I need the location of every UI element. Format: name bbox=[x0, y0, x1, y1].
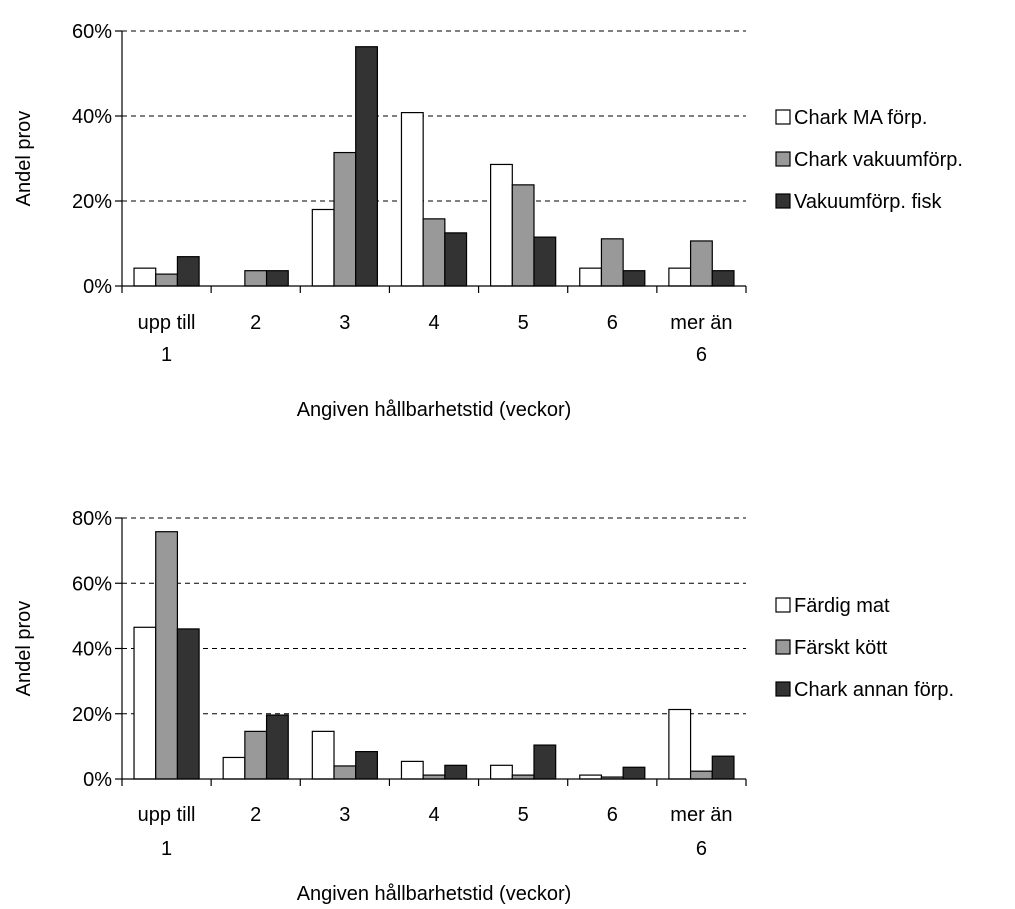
bar-2 bbox=[333, 765, 357, 780]
y-tick-label: 20% bbox=[72, 704, 112, 726]
x-tick-label: 1 bbox=[161, 838, 172, 860]
legend-label: Vakuumförp. fisk bbox=[794, 191, 942, 213]
bar-3 bbox=[265, 270, 289, 287]
x-tick-label: 3 bbox=[339, 804, 350, 826]
x-tick-label: upp till bbox=[138, 804, 196, 826]
bar-2 bbox=[511, 184, 535, 287]
x-tick-label: 5 bbox=[518, 312, 529, 334]
bar-3 bbox=[444, 232, 468, 287]
legend-label: Färdig mat bbox=[794, 595, 890, 617]
bar-3 bbox=[176, 256, 200, 287]
x-tick-label: 2 bbox=[250, 312, 261, 334]
bar-2 bbox=[244, 730, 268, 780]
bar-1 bbox=[579, 267, 603, 287]
bar-1 bbox=[490, 764, 513, 780]
bar-2 bbox=[333, 151, 357, 287]
x-tick-label: mer än bbox=[670, 804, 732, 826]
x-tick-label: 6 bbox=[607, 312, 618, 334]
legend-swatch bbox=[775, 109, 791, 125]
chart-bottom: 0% 20% 40% 60% 80% upp till 1 2 3 4 5 6 mer än 6 Angiv… bbox=[13, 508, 954, 905]
bar-2 bbox=[689, 770, 713, 780]
legend-label: Chark MA förp. bbox=[794, 107, 927, 129]
x-tick-label: 4 bbox=[428, 804, 439, 826]
legend-swatch bbox=[775, 597, 791, 613]
bar-2 bbox=[155, 273, 179, 287]
bar-3 bbox=[622, 270, 646, 287]
y-tick-label: 60% bbox=[72, 21, 112, 43]
bar-2 bbox=[600, 238, 624, 287]
x-tick-label: upp till bbox=[138, 312, 196, 334]
bar-1 bbox=[490, 163, 513, 287]
chart-top: 0% 20% 40% 60% upp till 1 2 3 4 5 6 mer än 6 Angiven … bbox=[13, 21, 963, 421]
bar-1 bbox=[133, 267, 157, 287]
bar-3 bbox=[622, 766, 646, 780]
x-tick-label: 6 bbox=[607, 804, 618, 826]
bar-1 bbox=[311, 730, 335, 780]
y-tick-label: 20% bbox=[72, 191, 112, 213]
y-tick-label: 40% bbox=[72, 106, 112, 128]
bar-3 bbox=[355, 750, 378, 780]
x-tick-label: mer än bbox=[670, 312, 732, 334]
bar-3 bbox=[444, 764, 468, 780]
bar-2 bbox=[689, 240, 713, 287]
bar-1 bbox=[133, 626, 157, 780]
x-tick-label: 3 bbox=[339, 312, 350, 334]
y-tick-label: 0% bbox=[83, 769, 112, 791]
bar-3 bbox=[533, 236, 557, 287]
x-axis-title: Angiven hållbarhetstid (veckor) bbox=[297, 399, 572, 421]
bar-3 bbox=[265, 714, 289, 780]
bar-2 bbox=[244, 270, 268, 287]
x-tick-label: 4 bbox=[428, 312, 439, 334]
legend-swatch bbox=[775, 681, 791, 697]
bar-1 bbox=[311, 208, 335, 287]
bar-2 bbox=[155, 531, 179, 780]
legend-label: Chark annan förp. bbox=[794, 679, 954, 701]
bar-1 bbox=[668, 708, 692, 780]
bar-3 bbox=[533, 744, 557, 780]
y-axis-title: Andel prov bbox=[13, 601, 35, 697]
x-tick-label: 2 bbox=[250, 804, 261, 826]
x-tick-label: 6 bbox=[696, 344, 707, 366]
y-tick-label: 60% bbox=[72, 573, 112, 595]
legend-swatch bbox=[775, 193, 791, 209]
legend-label: Färskt kött bbox=[794, 637, 888, 659]
legend-swatch bbox=[775, 151, 791, 167]
legend-label: Chark vakuumförp. bbox=[794, 149, 963, 171]
legend-swatch bbox=[775, 639, 791, 655]
bar-3 bbox=[176, 628, 200, 780]
bar-2 bbox=[422, 218, 446, 287]
bar-1 bbox=[222, 756, 246, 780]
y-tick-label: 40% bbox=[72, 639, 112, 661]
bar-1 bbox=[668, 267, 692, 287]
x-tick-label: 5 bbox=[518, 804, 529, 826]
y-tick-label: 80% bbox=[72, 508, 112, 530]
bar-1 bbox=[400, 760, 424, 780]
x-axis-title: Angiven hållbarhetstid (veckor) bbox=[297, 883, 572, 905]
y-tick-label: 0% bbox=[83, 276, 112, 298]
x-tick-label: 6 bbox=[696, 838, 707, 860]
bar-3 bbox=[711, 755, 735, 780]
x-tick-label: 1 bbox=[161, 344, 172, 366]
bar-3 bbox=[711, 270, 735, 287]
y-axis-title: Andel prov bbox=[13, 111, 35, 207]
bar-1 bbox=[400, 111, 424, 287]
bar-3 bbox=[355, 46, 378, 287]
